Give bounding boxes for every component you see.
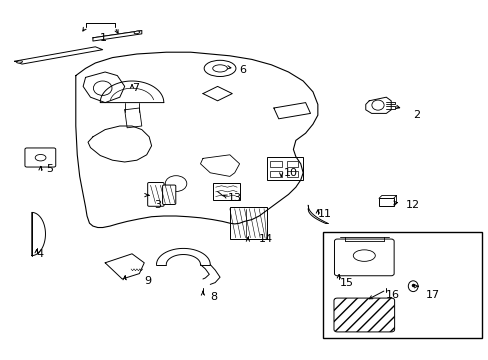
Text: 8: 8 [210,292,217,302]
FancyBboxPatch shape [286,161,298,167]
Ellipse shape [371,100,384,110]
Text: 7: 7 [132,83,139,93]
Bar [322,232,481,338]
FancyBboxPatch shape [25,148,56,167]
Ellipse shape [93,81,112,95]
Text: 6: 6 [239,65,246,75]
Ellipse shape [17,61,22,63]
Bar [212,183,239,200]
Ellipse shape [35,154,46,161]
FancyBboxPatch shape [270,171,282,177]
FancyBboxPatch shape [270,161,282,167]
FancyBboxPatch shape [147,183,164,206]
Bar [229,207,266,239]
Text: 14: 14 [259,234,273,244]
Text: 17: 17 [425,290,439,300]
Text: 16: 16 [386,290,400,300]
Ellipse shape [134,31,140,34]
FancyBboxPatch shape [162,185,176,204]
Text: 13: 13 [227,193,241,203]
FancyBboxPatch shape [286,171,298,177]
Text: 9: 9 [144,276,151,286]
Ellipse shape [212,65,227,72]
Text: 15: 15 [339,278,353,288]
Text: 1: 1 [100,33,107,43]
Text: 12: 12 [405,200,419,210]
Circle shape [165,176,186,192]
FancyBboxPatch shape [266,157,303,180]
Text: 2: 2 [412,110,420,120]
Ellipse shape [204,60,236,77]
Bar [378,198,393,206]
Text: 10: 10 [283,168,297,178]
Text: 4: 4 [37,249,44,259]
Text: 5: 5 [46,164,53,174]
Ellipse shape [407,281,417,292]
Text: 3: 3 [154,200,161,210]
Ellipse shape [352,250,375,261]
Text: 11: 11 [317,209,331,219]
FancyBboxPatch shape [334,239,393,276]
FancyBboxPatch shape [333,298,394,332]
